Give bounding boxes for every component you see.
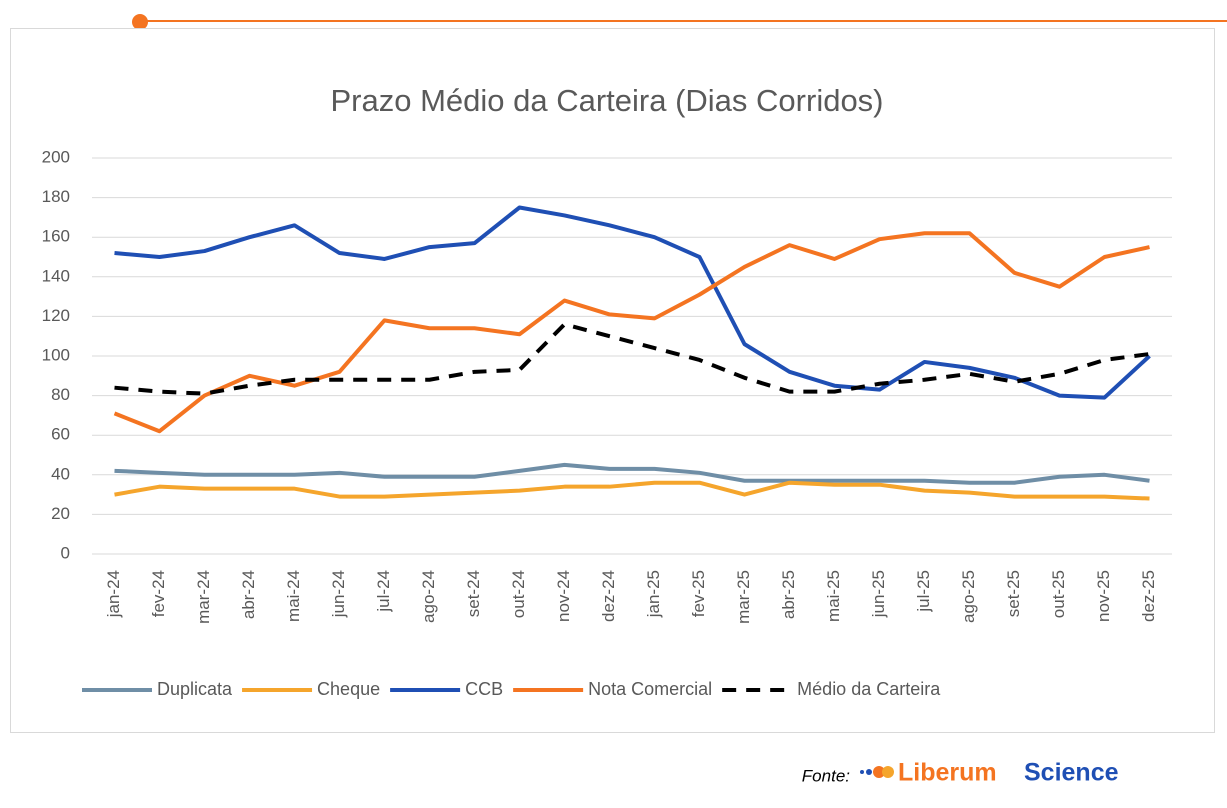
brand-first: Liberum xyxy=(898,759,997,787)
x-tick-label: dez-24 xyxy=(599,570,618,622)
x-tick-label: set-24 xyxy=(464,570,483,617)
x-tick-label: fev-24 xyxy=(149,570,168,617)
y-tick-label: 40 xyxy=(51,464,70,483)
x-tick-label: abr-24 xyxy=(239,570,258,619)
legend-label: Duplicata xyxy=(157,679,233,699)
x-tick-label: jun-25 xyxy=(869,570,888,618)
y-tick-label: 100 xyxy=(42,345,70,364)
brand-icon xyxy=(860,766,894,778)
x-tick-label: out-25 xyxy=(1049,570,1068,618)
x-tick-label: jan-25 xyxy=(644,570,663,618)
series-line xyxy=(114,462,1150,485)
x-tick-label: nov-24 xyxy=(554,570,573,622)
y-tick-label: 20 xyxy=(51,504,70,523)
series-line xyxy=(114,205,1151,400)
x-tick-label: mar-24 xyxy=(194,570,213,624)
chart-title: Prazo Médio da Carteira (Dias Corridos) xyxy=(330,83,883,118)
decor-dot xyxy=(132,14,148,30)
x-tick-label: mar-25 xyxy=(734,570,753,624)
x-tick-label: ago-25 xyxy=(959,570,978,623)
brand-second: Science xyxy=(1024,759,1119,787)
y-tick-label: 140 xyxy=(42,266,70,285)
source-label: Fonte: xyxy=(802,766,850,785)
legend-label: CCB xyxy=(465,679,503,699)
y-tick-label: 200 xyxy=(42,147,70,166)
legend-label: Nota Comercial xyxy=(588,679,712,699)
x-tick-label: fev-25 xyxy=(689,570,708,617)
legend-label: Médio da Carteira xyxy=(797,679,941,699)
series-line xyxy=(113,231,1150,434)
series-line xyxy=(114,480,1150,501)
y-tick-label: 0 xyxy=(61,543,70,562)
x-tick-label: mai-25 xyxy=(824,570,843,622)
x-tick-label: abr-25 xyxy=(779,570,798,619)
y-tick-label: 80 xyxy=(51,385,70,404)
x-tick-label: dez-25 xyxy=(1139,570,1158,622)
chart-frame xyxy=(10,28,1215,733)
x-tick-label: mai-24 xyxy=(284,570,303,622)
x-tick-label: jul-24 xyxy=(374,570,393,613)
legend-label: Cheque xyxy=(317,679,380,699)
y-tick-label: 120 xyxy=(42,306,70,325)
x-tick-label: jan-24 xyxy=(104,570,123,618)
y-tick-label: 180 xyxy=(42,187,70,206)
x-tick-label: out-24 xyxy=(509,570,528,618)
series-line xyxy=(114,322,1150,396)
x-tick-label: ago-24 xyxy=(419,570,438,623)
x-tick-label: jun-24 xyxy=(329,570,348,618)
y-tick-label: 160 xyxy=(42,227,70,246)
x-tick-label: jul-25 xyxy=(914,570,933,613)
x-tick-label: set-25 xyxy=(1004,570,1023,617)
y-tick-label: 60 xyxy=(51,425,70,444)
x-tick-label: nov-25 xyxy=(1094,570,1113,622)
